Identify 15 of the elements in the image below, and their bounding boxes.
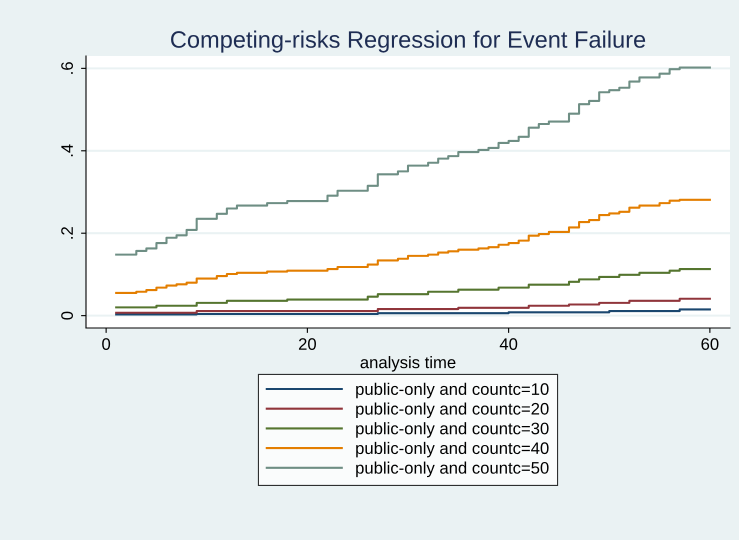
y-tick-label: .2	[61, 227, 73, 239]
chart-title: Competing-risks Regression for Event Failure	[171, 30, 646, 53]
y-tick-label: .4	[61, 144, 73, 156]
x-tick-label: 40	[500, 338, 518, 350]
legend-label: public-only and countc=40	[356, 442, 549, 458]
x-tick-label: 0	[102, 338, 110, 350]
legend-label: public-only and countc=10	[356, 382, 549, 398]
legend-label: public-only and countc=50	[356, 462, 549, 478]
legend-label: public-only and countc=20	[356, 402, 549, 418]
legend-label: public-only and countc=30	[356, 422, 549, 438]
y-tick-label: .6	[61, 62, 73, 74]
x-axis-title: analysis time	[360, 356, 456, 372]
y-tick-label: 0	[61, 312, 73, 320]
x-tick-label: 20	[298, 338, 316, 350]
x-tick-label: 60	[701, 338, 718, 350]
